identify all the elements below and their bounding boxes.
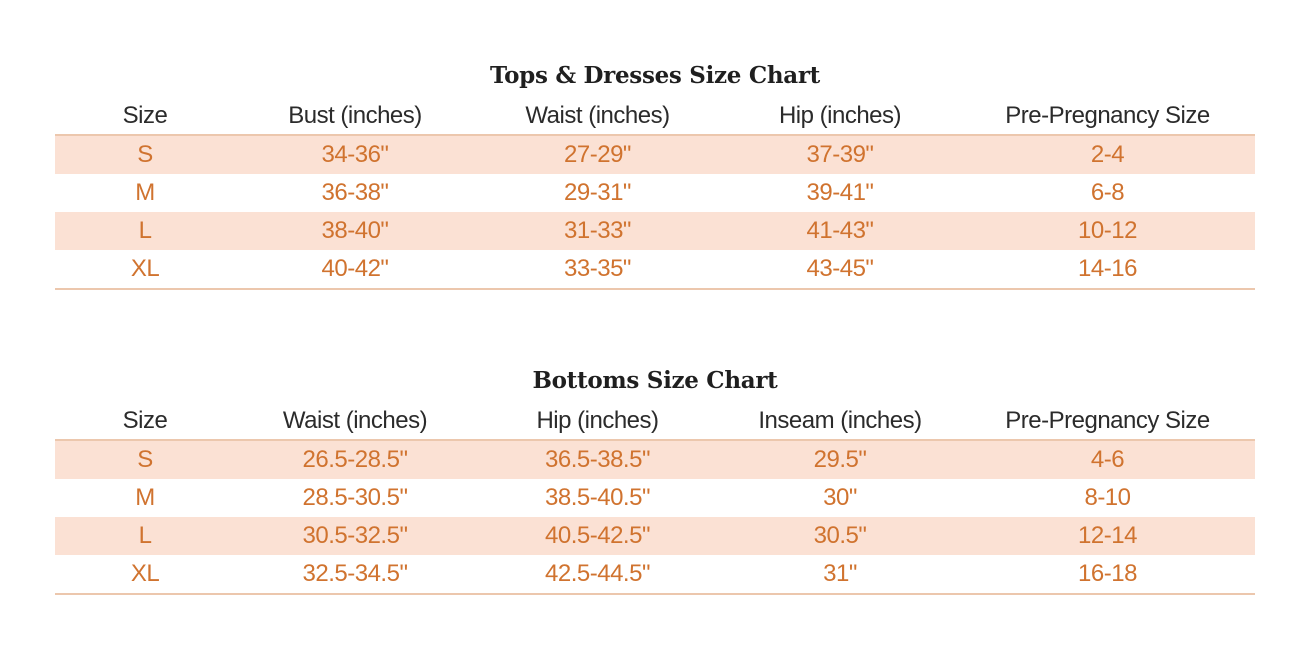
waist-cell: 32.5-34.5" (235, 555, 475, 595)
bottoms-size-chart: Bottoms Size Chart Size Waist (inches) H… (55, 361, 1255, 595)
pre-pregnancy-cell: 2-4 (960, 135, 1255, 174)
hip-cell: 42.5-44.5" (475, 555, 720, 595)
size-cell: XL (55, 555, 235, 595)
hip-cell: 36.5-38.5" (475, 440, 720, 479)
table-row: L 30.5-32.5" 40.5-42.5" 30.5" 12-14 (55, 517, 1255, 555)
table-row: L 38-40" 31-33" 41-43" 10-12 (55, 212, 1255, 250)
bottoms-size-table: Size Waist (inches) Hip (inches) Inseam … (55, 403, 1255, 595)
hip-cell: 41-43" (720, 212, 960, 250)
pre-pregnancy-cell: 12-14 (960, 517, 1255, 555)
bottoms-header-row: Size Waist (inches) Hip (inches) Inseam … (55, 403, 1255, 441)
pre-pregnancy-cell: 10-12 (960, 212, 1255, 250)
column-header-pre-pregnancy-size: Pre-Pregnancy Size (960, 403, 1255, 441)
table-row: M 28.5-30.5" 38.5-40.5" 30" 8-10 (55, 479, 1255, 517)
bust-cell: 38-40" (235, 212, 475, 250)
tops-size-chart: Tops & Dresses Size Chart Size Bust (inc… (55, 56, 1255, 290)
column-header-inseam: Inseam (inches) (720, 403, 960, 441)
tops-size-table: Size Bust (inches) Waist (inches) Hip (i… (55, 98, 1255, 290)
hip-cell: 43-45" (720, 250, 960, 290)
column-header-bust: Bust (inches) (235, 98, 475, 136)
waist-cell: 27-29" (475, 135, 720, 174)
table-row: S 34-36" 27-29" 37-39" 2-4 (55, 135, 1255, 174)
column-header-size: Size (55, 98, 235, 136)
inseam-cell: 31" (720, 555, 960, 595)
size-cell: S (55, 440, 235, 479)
waist-cell: 26.5-28.5" (235, 440, 475, 479)
size-cell: L (55, 212, 235, 250)
waist-cell: 30.5-32.5" (235, 517, 475, 555)
size-cell: S (55, 135, 235, 174)
size-cell: XL (55, 250, 235, 290)
waist-cell: 28.5-30.5" (302, 484, 408, 511)
column-header-pre-pregnancy-size: Pre-Pregnancy Size (960, 98, 1255, 136)
bust-cell: 36-38" (321, 179, 389, 206)
bottoms-chart-title: Bottoms Size Chart (532, 367, 778, 394)
column-header-waist: Waist (inches) (475, 98, 720, 136)
waist-cell: 29-31" (564, 179, 631, 206)
column-header-waist: Waist (inches) (235, 403, 475, 441)
pre-pregnancy-cell: 4-6 (960, 440, 1255, 479)
pre-pregnancy-cell: 16-18 (960, 555, 1255, 595)
pre-pregnancy-cell: 8-10 (1084, 484, 1131, 511)
hip-cell: 38.5-40.5" (545, 484, 650, 511)
pre-pregnancy-cell: 14-16 (960, 250, 1255, 290)
waist-cell: 33-35" (475, 250, 720, 290)
inseam-cell: 30" (823, 484, 857, 511)
size-cell: M (135, 179, 155, 206)
size-cell: L (55, 517, 235, 555)
bust-cell: 34-36" (235, 135, 475, 174)
inseam-cell: 30.5" (720, 517, 960, 555)
column-header-size: Size (55, 403, 235, 441)
inseam-cell: 29.5" (720, 440, 960, 479)
table-row: XL 40-42" 33-35" 43-45" 14-16 (55, 250, 1255, 290)
bust-cell: 40-42" (235, 250, 475, 290)
table-row: XL 32.5-34.5" 42.5-44.5" 31" 16-18 (55, 555, 1255, 595)
table-row: S 26.5-28.5" 36.5-38.5" 29.5" 4-6 (55, 440, 1255, 479)
tops-header-row: Size Bust (inches) Waist (inches) Hip (i… (55, 98, 1255, 136)
tops-chart-title: Tops & Dresses Size Chart (489, 62, 821, 89)
waist-cell: 31-33" (475, 212, 720, 250)
column-header-hip: Hip (inches) (720, 98, 960, 136)
hip-cell: 40.5-42.5" (475, 517, 720, 555)
table-row: M 36-38" 29-31" 39-41" 6-8 (55, 174, 1255, 212)
column-header-hip: Hip (inches) (475, 403, 720, 441)
hip-cell: 39-41" (806, 179, 874, 206)
size-cell: M (135, 484, 155, 511)
pre-pregnancy-cell: 6-8 (1090, 179, 1125, 206)
hip-cell: 37-39" (720, 135, 960, 174)
